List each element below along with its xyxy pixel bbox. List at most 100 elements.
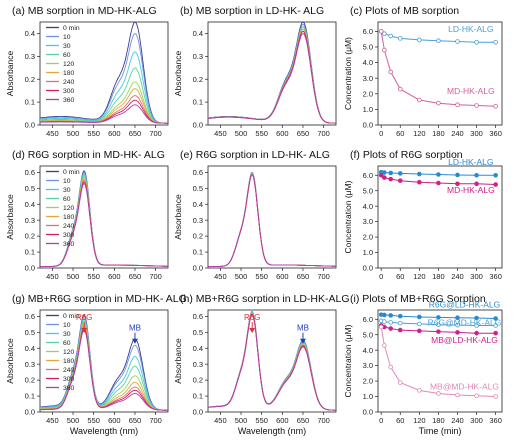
legend-label: 180: [63, 358, 75, 365]
peak-marker-label: MB: [297, 324, 309, 333]
x-tick-label: 550: [87, 272, 100, 281]
y-tick-label: 2.0: [363, 89, 373, 98]
x-tick-label: 600: [276, 416, 289, 425]
y-tick-label: 0.4: [193, 200, 203, 209]
series-label: LD-HK-ALG: [448, 24, 493, 34]
x-axis-label: Wavelength (nm): [70, 426, 138, 436]
x-tick-label: 500: [235, 272, 248, 281]
y-tick-label: 0.0: [193, 408, 203, 417]
data-point: [436, 38, 441, 44]
x-tick-label: 700: [317, 272, 330, 281]
series-line: [40, 171, 168, 268]
y-tick-label: 6.0: [363, 27, 373, 36]
legend-label: 30: [63, 187, 71, 194]
data-point: [378, 172, 384, 178]
data-point: [382, 175, 387, 180]
y-axis-label: Absorbance: [5, 338, 15, 384]
series-label: MB@LD-HK-ALG: [431, 335, 498, 345]
x-tick-label: 650: [129, 129, 142, 138]
y-tick-label: 0.5: [193, 184, 203, 193]
data-point: [455, 172, 460, 178]
data-point: [436, 391, 441, 396]
y-tick-label: 5.0: [363, 330, 373, 339]
series-line: [40, 170, 168, 268]
series-line: [208, 174, 337, 268]
peak-marker-arrow: [249, 328, 256, 333]
y-tick-label: 5.0: [363, 43, 373, 52]
x-tick-label: 600: [276, 129, 289, 138]
legend-label: 10: [63, 322, 71, 329]
legend-label: 240: [63, 223, 75, 230]
legend-label: 30: [63, 43, 71, 50]
y-tick-label: 4.0: [363, 202, 373, 211]
legend-label: 360: [63, 241, 75, 248]
x-tick-label: 0: [379, 129, 383, 138]
y-tick-label: 0.6: [25, 168, 35, 177]
series-line: [40, 178, 168, 268]
data-point: [474, 393, 479, 399]
y-tick-label: 0.4: [193, 29, 203, 38]
panel-d: (d) R6G sorption in MD-HK- ALG 450 500 550 6…: [5, 149, 169, 281]
peak-marker-arrow: [131, 338, 138, 344]
legend-label: 10: [63, 34, 71, 41]
data-point: [493, 330, 498, 336]
peak-marker-label: MB: [129, 324, 141, 333]
data-point: [397, 327, 403, 333]
y-tick-label: 0.5: [25, 328, 35, 337]
legend-label: 240: [63, 79, 75, 86]
panel-title: (h) MB+R6G sorption in LD-HK-ALG: [180, 293, 350, 305]
y-tick-label: 0.0: [193, 264, 203, 273]
x-tick-label: 60: [396, 129, 404, 138]
data-point: [474, 103, 479, 108]
y-tick-label: 5.0: [363, 186, 373, 195]
data-point: [417, 179, 422, 185]
series-line: [207, 26, 337, 124]
series-line: [40, 329, 168, 411]
legend-label: 360: [63, 385, 75, 392]
y-axis-label: Concentration (μM): [343, 324, 353, 397]
data-point: [397, 36, 403, 41]
series-line: [39, 21, 169, 124]
data-point: [388, 69, 394, 75]
y-tick-label: 0.0: [25, 408, 35, 417]
data-point: [378, 324, 384, 330]
plot-frame: [39, 309, 169, 413]
y-tick-label: 0.2: [193, 75, 203, 84]
series-line: [208, 172, 337, 268]
y-tick-label: 0.3: [193, 52, 203, 61]
series-line: [40, 104, 168, 124]
x-tick-label: 360: [489, 272, 502, 281]
data-point: [382, 31, 387, 37]
data-point: [382, 343, 387, 348]
y-axis-label: Absorbance: [173, 51, 183, 97]
y-tick-label: 6.0: [363, 171, 373, 180]
panel-title: (d) R6G sorption in MD-HK- ALG: [12, 149, 165, 161]
x-tick-label: 550: [255, 416, 268, 425]
y-tick-label: 0.2: [193, 376, 203, 385]
y-axis-label: Absorbance: [5, 194, 15, 240]
series-line: [40, 175, 169, 268]
panel-f: (f) Plots of R6G sorption 0 60 120 180 240 300…: [343, 149, 503, 281]
y-tick-label: 0.3: [25, 360, 35, 369]
x-tick-label: 550: [255, 272, 268, 281]
x-tick-label: 650: [297, 272, 310, 281]
data-point: [382, 47, 387, 53]
panel-g: (g) MB+R6G sorption in MD-HK- ALG 450 500 5…: [5, 293, 187, 436]
series-line: [39, 316, 169, 411]
legend-label: 0 min: [63, 25, 80, 32]
legend-label: 300: [63, 88, 75, 95]
x-tick-label: 600: [108, 272, 121, 281]
x-tick-label: 700: [317, 129, 330, 138]
y-tick-label: 2.0: [363, 233, 373, 242]
series-label: MD-HK-ALG: [447, 185, 495, 195]
series-line: [207, 30, 336, 124]
data-point: [388, 313, 394, 318]
panel-title: (f) Plots of R6G sorption: [350, 149, 463, 161]
panel-title: (i) Plots of MB+R6G Sorption: [350, 293, 486, 305]
series-line: [208, 173, 337, 268]
y-tick-label: 2.0: [363, 377, 373, 386]
y-tick-label: 0.0: [363, 121, 373, 130]
data-point: [417, 321, 422, 327]
data-point: [474, 172, 479, 178]
